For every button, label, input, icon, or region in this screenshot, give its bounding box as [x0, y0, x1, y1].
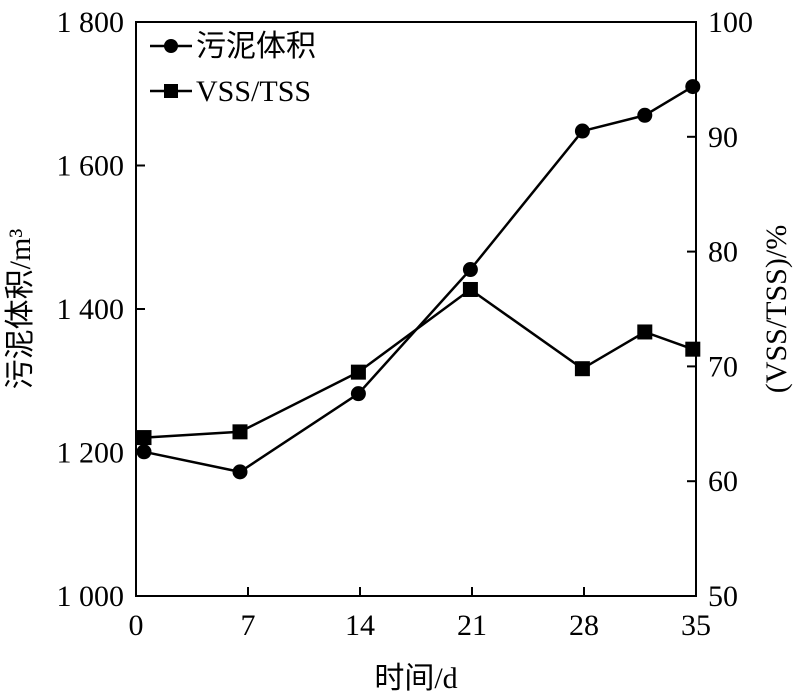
- data-point-sludge-volume: [136, 444, 152, 460]
- y-left-tick-label: 1 800: [57, 6, 125, 39]
- data-point-vss-tss: [685, 341, 701, 357]
- series-line-vss-tss: [143, 287, 694, 439]
- legend-marker-square: [164, 84, 178, 98]
- y-right-tick-label: 50: [708, 580, 738, 613]
- x-tick-label: 14: [345, 609, 375, 642]
- legend-label-sludge-volume: 污泥体积: [196, 30, 316, 63]
- y-left-tick-label: 1 400: [57, 293, 125, 326]
- y-right-tick-label: 60: [708, 465, 738, 498]
- data-point-vss-tss: [462, 281, 478, 297]
- data-point-sludge-volume: [350, 386, 366, 402]
- data-point-vss-tss: [232, 424, 248, 440]
- data-point-vss-tss: [574, 361, 590, 377]
- data-point-vss-tss: [136, 430, 152, 446]
- x-tick-label: 21: [457, 609, 487, 642]
- y-left-axis-title: 污泥体积/m³: [4, 229, 37, 390]
- y-right-tick-label: 90: [708, 121, 738, 154]
- x-tick-label: 0: [129, 609, 144, 642]
- data-point-sludge-volume: [232, 464, 248, 480]
- data-point-vss-tss: [350, 364, 366, 380]
- legend: 污泥体积 VSS/TSS: [150, 30, 316, 108]
- y-right-axis-title: (VSS/TSS)/%: [760, 225, 793, 393]
- x-tick-label: 35: [681, 609, 711, 642]
- y-right-tick-label: 70: [708, 350, 738, 383]
- y-left-axis-ticks: 1 000 1 200 1 400 1 600 1 800: [57, 6, 145, 613]
- data-point-vss-tss: [637, 324, 653, 340]
- data-point-sludge-volume: [574, 123, 590, 139]
- plot-frame: [135, 21, 697, 597]
- y-right-tick-label: 100: [708, 6, 753, 39]
- series-layer: [136, 79, 701, 480]
- legend-marker-circle: [164, 39, 178, 53]
- y-right-axis-ticks: 50 60 70 80 90 100: [687, 6, 753, 613]
- data-point-sludge-volume: [685, 79, 701, 95]
- y-right-tick-label: 80: [708, 236, 738, 269]
- x-tick-label: 7: [241, 609, 256, 642]
- x-tick-label: 28: [569, 609, 599, 642]
- legend-label-vss-tss: VSS/TSS: [196, 75, 311, 108]
- y-left-tick-label: 1 200: [57, 437, 125, 470]
- y-left-tick-label: 1 600: [57, 150, 125, 183]
- data-point-sludge-volume: [462, 262, 478, 278]
- x-axis-title: 时间/d: [374, 662, 457, 695]
- data-point-sludge-volume: [637, 107, 653, 123]
- x-axis-ticks: 0 7 14 21 28 35: [129, 587, 711, 642]
- series-line-sludge-volume: [143, 85, 694, 474]
- y-left-tick-label: 1 000: [57, 580, 125, 613]
